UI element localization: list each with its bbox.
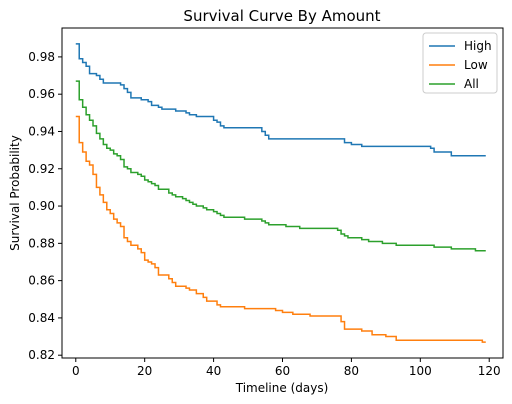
y-tick-label: 0.98: [28, 50, 55, 64]
y-tick-label: 0.86: [28, 274, 55, 288]
legend-label-high: High: [464, 39, 492, 53]
x-tick-label: 40: [206, 364, 221, 378]
y-tick-label: 0.94: [28, 124, 55, 138]
x-tick-label: 20: [137, 364, 152, 378]
series-layer: [75, 43, 486, 343]
y-tick-label: 0.82: [28, 348, 55, 362]
x-tick-label: 100: [409, 364, 432, 378]
y-tick-label: 0.88: [28, 236, 55, 250]
legend-label-low: Low: [464, 58, 488, 72]
legend-label-all: All: [464, 77, 479, 91]
y-tick-label: 0.90: [28, 199, 55, 213]
series-line-all: [75, 80, 486, 252]
y-tick-label: 0.96: [28, 87, 55, 101]
legend-box: [422, 32, 498, 94]
x-axis-ticks: 0 20 40 60 80 100 120: [72, 358, 501, 378]
y-axis-ticks: 0.82 0.84 0.86 0.88 0.90 0.92 0.94 0.96 0.98: [28, 50, 62, 362]
x-tick-label: 60: [275, 364, 290, 378]
chart-title: Survival Curve By Amount: [183, 7, 380, 25]
x-tick-label: 120: [478, 364, 501, 378]
y-tick-label: 0.84: [28, 311, 55, 325]
x-tick-label: 80: [344, 364, 359, 378]
series-line-low: [75, 115, 486, 343]
x-axis-label: Timeline (days): [235, 381, 329, 395]
y-axis-label: Survival Probability: [8, 135, 22, 251]
legend: High Low All: [422, 32, 498, 94]
y-tick-label: 0.92: [28, 162, 55, 176]
series-line-high: [75, 43, 486, 157]
x-tick-label: 0: [72, 364, 80, 378]
